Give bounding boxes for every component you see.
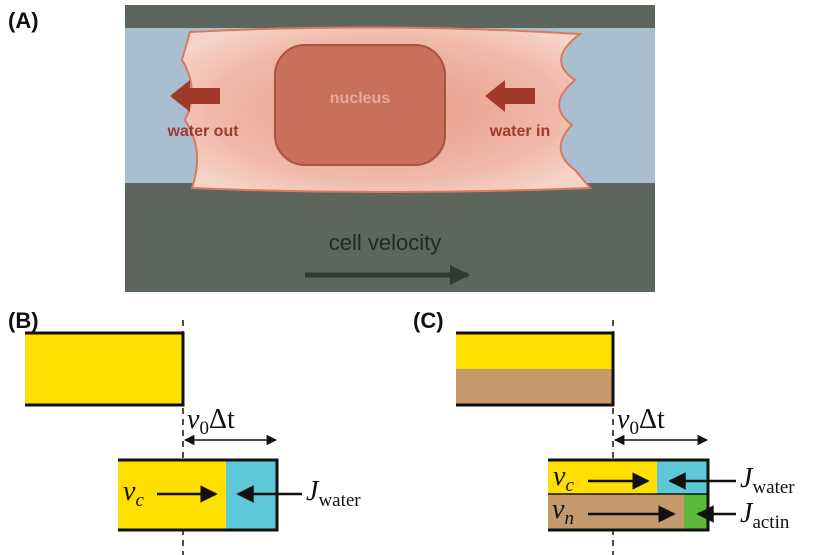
panel-c-shapes	[456, 320, 736, 555]
jwater-label: Jwater	[306, 476, 361, 511]
water-in-label: water in	[489, 123, 550, 140]
water-out-label: water out	[166, 123, 239, 140]
panel-label: (A)	[8, 8, 39, 33]
panel-label: (B)	[8, 308, 39, 333]
nucleus-label: nucleus	[330, 90, 391, 107]
shift-label: v0Δt	[617, 404, 665, 439]
shift-label: v0Δt	[187, 404, 235, 439]
jactin-label: Jactin	[740, 498, 790, 533]
figure: (A) nucleus water out water in cell velo…	[0, 0, 831, 555]
velocity-label: cell velocity	[329, 230, 441, 255]
panel-b-shapes	[25, 320, 302, 555]
jwater-label: Jwater	[740, 463, 795, 498]
panel-label: (C)	[413, 308, 444, 333]
